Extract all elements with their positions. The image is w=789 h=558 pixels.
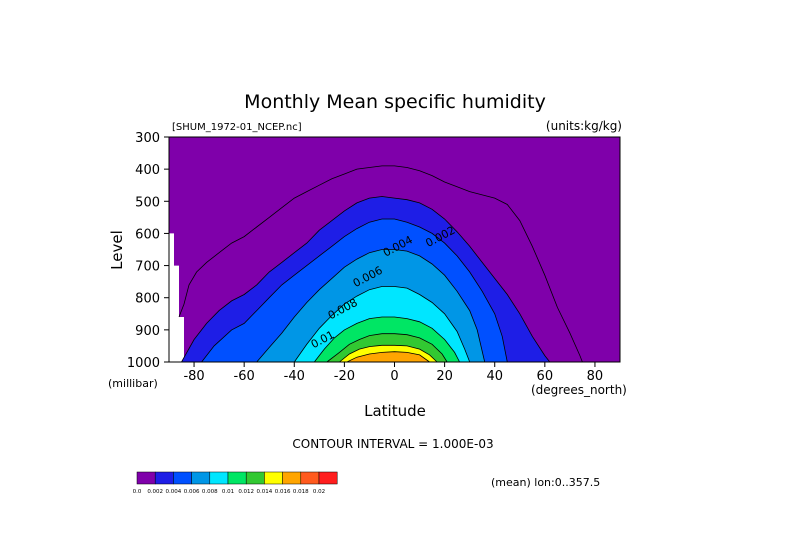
colorbar: 0.0 0.002 0.004 0.006 0.008 0.01 0.012 0.014 0.0… <box>133 471 338 495</box>
colorbar-label: 0.01 <box>222 489 234 495</box>
contour-line-0.003 <box>256 249 486 363</box>
x-tick-label: 40 <box>486 369 503 384</box>
x-tick-label: 20 <box>436 369 453 384</box>
x-tick-label: 60 <box>537 369 554 384</box>
y-tick-label: 700 <box>135 260 160 275</box>
colorbar-swatch <box>209 471 229 485</box>
colorbar-swatch <box>191 471 211 485</box>
contour-line-0.007 <box>339 344 438 363</box>
y-tick-label: 500 <box>135 195 160 210</box>
mean-longitude-text: (mean) lon:0..357.5 <box>491 476 600 489</box>
colorbar-label: 0.012 <box>238 489 254 495</box>
colorbar-label: 0.006 <box>184 489 200 495</box>
colorbar-swatch <box>227 471 247 485</box>
x-tick-label: -80 <box>183 369 204 384</box>
x-tick-label: 80 <box>587 369 604 384</box>
contour-interval-text: CONTOUR INTERVAL = 1.000E-03 <box>292 437 493 451</box>
contour-line-0.005 <box>313 316 460 363</box>
colorbar-label: 0.004 <box>166 489 182 495</box>
x-axis-units: (degrees_north) <box>531 383 627 397</box>
chart-title: Monthly Mean specific humidity <box>244 91 546 113</box>
x-axis-label: Latitude <box>364 402 426 420</box>
y-tick-label: 400 <box>135 163 160 178</box>
x-tick-label: -40 <box>284 369 305 384</box>
colorbar-swatch <box>318 471 338 485</box>
file-label: [SHUM_1972-01_NCEP.nc] <box>172 122 302 133</box>
x-tick-label: -60 <box>234 369 255 384</box>
colorbar-swatch <box>300 471 320 485</box>
contour-line-0.001 <box>174 196 551 363</box>
colorbar-label: 0.016 <box>275 489 291 495</box>
y-axis-label: Level <box>108 230 126 270</box>
colorbar-swatch <box>245 471 265 485</box>
contour-line-0.001-outer <box>178 165 583 363</box>
colorbar-swatch <box>154 471 174 485</box>
colorbar-swatch <box>136 471 156 485</box>
y-tick-label: 800 <box>135 292 160 307</box>
colorbar-label: 0.018 <box>293 489 309 495</box>
colorbar-label: 0.02 <box>313 489 325 495</box>
band-0.008 <box>346 351 430 362</box>
colorbar-label: 0.002 <box>147 489 163 495</box>
colorbar-swatch <box>282 471 302 485</box>
y-tick-label: 900 <box>135 324 160 339</box>
colorbar-label: 0.008 <box>202 489 218 495</box>
y-tick-label: 1000 <box>127 356 160 371</box>
contour-line-0.008 <box>346 351 430 363</box>
colorbar-swatch <box>264 471 283 485</box>
contour-line-0.004 <box>293 286 471 363</box>
missing-data-region <box>169 233 184 362</box>
y-tick-label: 600 <box>135 227 160 242</box>
y-axis-units: (millibar) <box>108 377 158 390</box>
colorbar-label: 0.014 <box>257 489 273 495</box>
x-tick-label: 0 <box>390 369 398 384</box>
contour-line-0.006 <box>326 333 448 363</box>
y-tick-label: 300 <box>135 131 160 146</box>
x-tick-label: -20 <box>334 369 355 384</box>
units-label: (units:kg/kg) <box>546 119 622 133</box>
colorbar-swatch <box>173 471 192 485</box>
colorbar-label: 0.0 <box>133 489 142 495</box>
contour-line-0.002 <box>201 218 508 363</box>
